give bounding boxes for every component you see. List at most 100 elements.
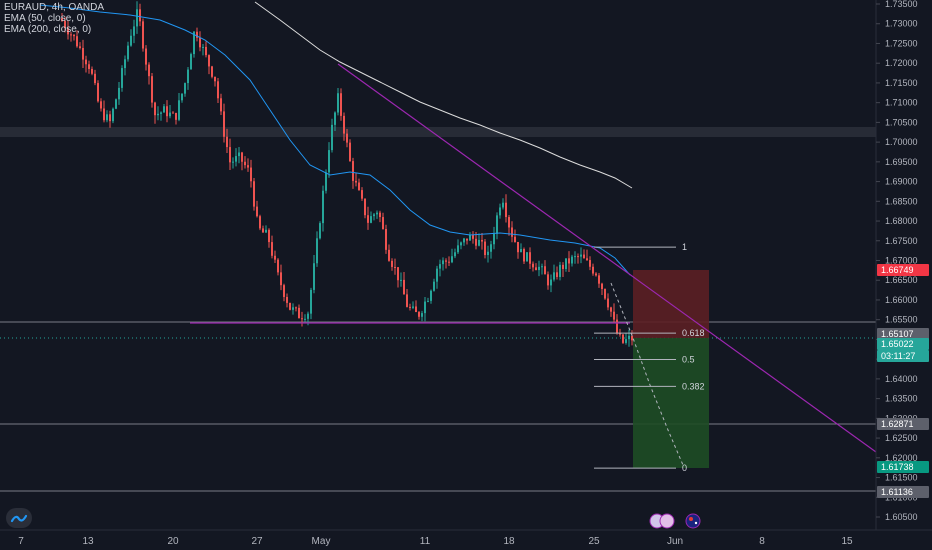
time-axis[interactable]: 7 13 20 27 May 11 18 25 Jun 8 15 [18, 536, 853, 547]
candle-body [556, 272, 558, 277]
candle-body [91, 68, 93, 74]
au-flag-icon[interactable] [685, 513, 701, 529]
candle-body [136, 9, 138, 27]
candle-body [406, 294, 408, 307]
candle-body [592, 266, 594, 274]
candle-body [625, 339, 627, 343]
candle-body [238, 152, 240, 157]
candle-body [628, 335, 630, 340]
price-tick-label: 1.66000 [885, 295, 918, 305]
candle-body [316, 238, 318, 264]
fib-level-label: 0.382 [682, 381, 705, 391]
fib-level-label: 0.618 [682, 328, 705, 338]
price-tick-label: 1.67500 [885, 236, 918, 246]
candle-body [88, 64, 90, 69]
ema-200-legend[interactable]: EMA (200, close, 0) [4, 24, 92, 35]
price-axis[interactable]: 1.73500 1.73000 1.72500 1.72000 1.71500 1.710… [876, 0, 918, 522]
candle-body [184, 83, 186, 94]
candle-body [439, 264, 441, 269]
candle-body [295, 307, 297, 309]
price-tick-label: 1.73500 [885, 0, 918, 9]
price-tick-label: 1.68500 [885, 196, 918, 206]
candle-body [571, 256, 573, 264]
candle-body [115, 99, 117, 109]
candle-body [274, 255, 276, 260]
symbol-title[interactable]: EURAUD, 4h, OANDA [4, 2, 105, 13]
event-flag-icon[interactable] [649, 513, 675, 529]
candle-body [478, 239, 480, 246]
candle-body [292, 307, 294, 310]
tradingview-logo-icon[interactable] [6, 508, 32, 528]
candle-body [349, 142, 351, 162]
candle-body [124, 59, 126, 69]
candle-body [460, 242, 462, 246]
candle-body [289, 302, 291, 310]
candle-body [523, 249, 525, 262]
candle-body [520, 249, 522, 253]
price-badge-level-upper [877, 328, 929, 340]
candle-body [151, 76, 153, 103]
price-tick-label: 1.70000 [885, 137, 918, 147]
candle-body [109, 114, 111, 122]
candle-body [199, 37, 201, 48]
candle-body [454, 252, 456, 257]
candle-body [595, 273, 597, 276]
ema-50-line [39, 4, 631, 276]
price-tick-label: 1.60500 [885, 512, 918, 522]
price-badge-level-lower [877, 418, 929, 430]
candle-body [298, 307, 300, 319]
price-tick-label: 1.72000 [885, 58, 918, 68]
candle-body [319, 223, 321, 239]
candle-body [175, 112, 177, 120]
candle-body [484, 241, 486, 256]
candle-body [220, 98, 222, 112]
time-tick-label: 7 [18, 536, 24, 547]
time-tick-label: 8 [759, 536, 765, 547]
candle-body [157, 113, 159, 116]
fib-retracement[interactable]: 1 0.618 0.5 0.382 0 [594, 242, 705, 473]
candle-body [208, 55, 210, 67]
candle-body [145, 48, 147, 65]
candle-body [211, 66, 213, 77]
candle-body [607, 298, 609, 308]
candle-body [232, 161, 234, 163]
candle-body [430, 290, 432, 301]
candle-body [169, 112, 171, 117]
candle-body [442, 260, 444, 265]
candle-body [283, 285, 285, 297]
candle-body [496, 215, 498, 234]
candle-body [190, 54, 192, 70]
candle-body [286, 296, 288, 303]
price-tick-label: 1.71500 [885, 78, 918, 88]
candle-body [331, 124, 333, 151]
candle-body [313, 263, 315, 290]
candle-body [67, 28, 69, 35]
candle-body [262, 228, 264, 233]
candle-body [466, 238, 468, 241]
candle-body [214, 76, 216, 82]
candle-body [619, 333, 621, 335]
candle-body [559, 264, 561, 277]
candle-body [502, 202, 504, 208]
price-badge-bottom-level [877, 486, 929, 498]
ema-50-legend[interactable]: EMA (50, close, 0) [4, 13, 86, 24]
candle-body [163, 106, 165, 113]
candle-body [130, 35, 132, 46]
candle-body [397, 267, 399, 281]
candle-body [61, 17, 63, 21]
candle-body [85, 59, 87, 65]
time-tick-label: 18 [503, 536, 515, 547]
candle-body [121, 68, 123, 88]
candle-body [265, 229, 267, 233]
candle-body [370, 216, 372, 223]
candle-body [328, 150, 330, 173]
candle-body [550, 279, 552, 286]
candle-body [604, 289, 606, 299]
resistance-band[interactable] [0, 127, 876, 137]
candle-body [277, 259, 279, 273]
take-profit-zone[interactable] [633, 338, 709, 468]
candle-body [526, 252, 528, 262]
candle-body [346, 133, 348, 143]
descending-trendline[interactable] [337, 63, 877, 453]
